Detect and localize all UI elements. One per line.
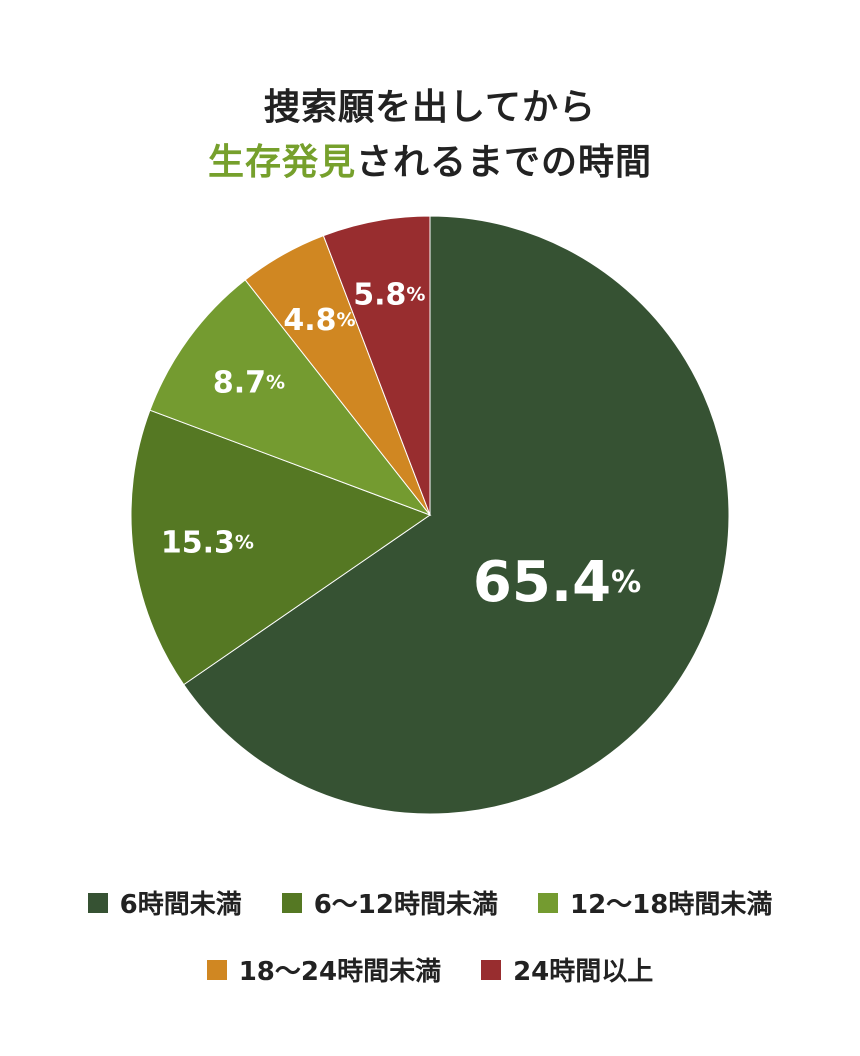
pie-slice-3: [149, 279, 432, 517]
chart-title-line2: 生存発見されるまでの時間: [0, 133, 860, 185]
slice-label-2: 15.3%: [161, 525, 254, 560]
slice-unit-3: %: [266, 372, 285, 394]
legend-swatch-4: [206, 959, 227, 980]
slice-value-3: 8.7: [213, 365, 266, 400]
slice-unit-2: %: [235, 531, 254, 553]
pie-slice-2: [130, 409, 432, 686]
chart-title-line1: 捜索願を出してから: [264, 87, 596, 128]
legend-label-3: 12〜18時間未満: [570, 890, 773, 920]
legend-item-4: 18〜24時間未満: [206, 951, 442, 988]
legend-label-1: 6時間未満: [119, 890, 242, 920]
slice-value-4: 4.8: [283, 302, 336, 337]
slice-label-4: 4.8%: [283, 302, 355, 337]
chart-title-rest: されるまでの時間: [356, 142, 653, 183]
legend-item-3: 12〜18時間未満: [538, 884, 772, 921]
legend-item-5: 24時間以上: [481, 951, 653, 988]
slice-label-1: 65.4%: [473, 549, 641, 614]
legend-swatch-5: [481, 959, 502, 980]
pie-slice-5: [322, 215, 431, 516]
legend-swatch-2: [281, 892, 302, 913]
slice-label-5: 5.8%: [353, 277, 425, 312]
legend-item-1: 6時間未満: [87, 884, 242, 921]
legend-label-4: 18〜24時間未満: [238, 957, 442, 987]
slice-value-2: 15.3: [161, 525, 235, 560]
pie-slice-1: [183, 215, 730, 815]
legend-row-2: 18〜24時間未満 24時間以上: [0, 951, 860, 988]
legend-swatch-1: [87, 892, 108, 913]
legend-swatch-3: [538, 892, 558, 913]
legend-item-2: 6〜12時間未満: [281, 884, 498, 921]
legend-label-5: 24時間以上: [513, 957, 654, 987]
slice-value-5: 5.8: [353, 277, 406, 312]
legend-label-2: 6〜12時間未満: [313, 890, 498, 920]
slice-value-1: 65.4: [473, 549, 611, 614]
slice-unit-4: %: [337, 309, 356, 331]
chart-title-accent: 生存発見: [207, 142, 356, 183]
legend-row-1: 6時間未満 6〜12時間未満 12〜18時間未満: [0, 884, 860, 921]
slice-unit-1: %: [611, 564, 641, 599]
slice-unit-5: %: [406, 283, 425, 305]
slice-label-3: 8.7%: [213, 365, 285, 400]
